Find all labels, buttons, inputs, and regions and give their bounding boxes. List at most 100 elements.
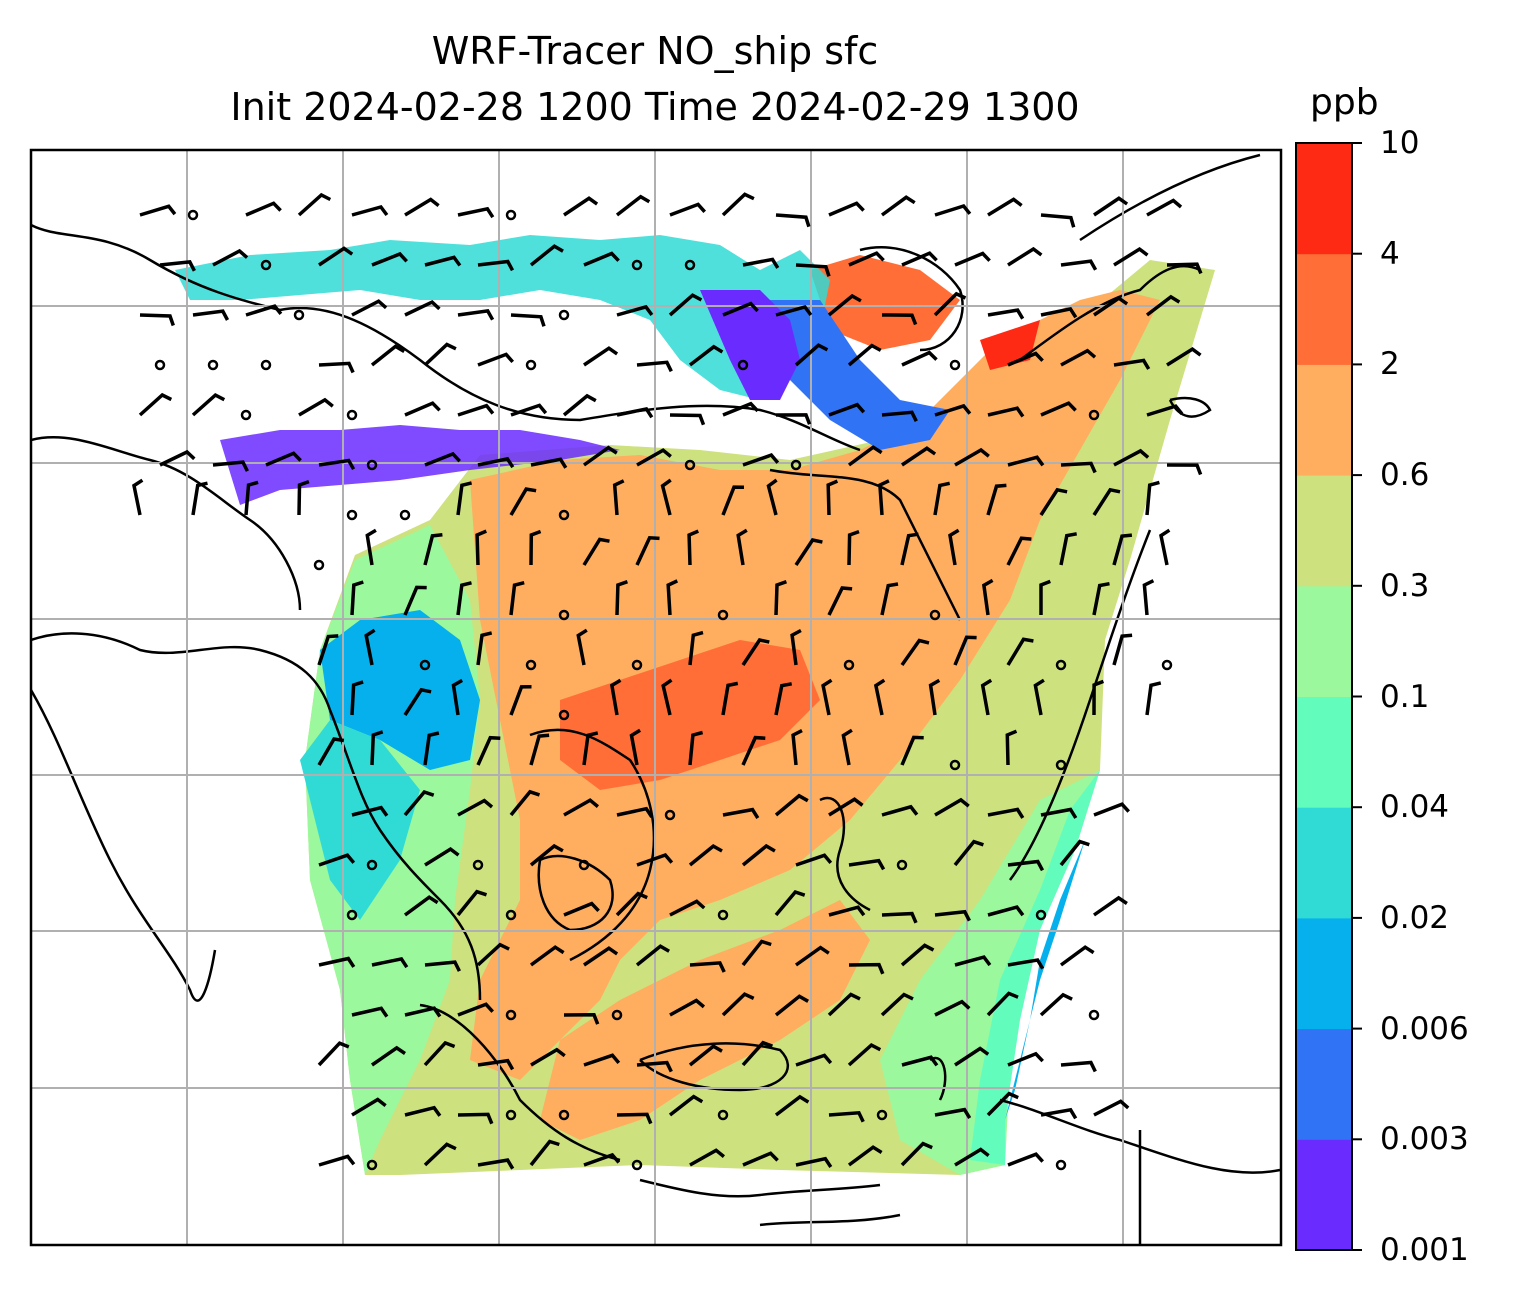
wind-barb	[457, 1112, 494, 1125]
wind-barb	[582, 537, 610, 566]
wind-barb	[668, 293, 703, 317]
wind-barb	[529, 733, 550, 766]
wind-barb	[1039, 579, 1051, 615]
wind-barb	[635, 944, 670, 967]
wind-barb	[1040, 1107, 1078, 1120]
wind-barb	[666, 579, 679, 616]
wind-barb	[827, 992, 861, 1017]
wind-barb	[1092, 679, 1105, 716]
colorbar-tick-label: 0.02	[1380, 899, 1450, 936]
wind-barb	[1112, 633, 1133, 666]
calm-wind-marker	[558, 1109, 570, 1121]
wind-barb	[265, 451, 302, 467]
wind-barb	[636, 1060, 673, 1073]
wind-barb	[1040, 401, 1077, 417]
wind-barb	[424, 960, 461, 972]
wind-barb	[138, 392, 173, 417]
wind-barb	[476, 735, 501, 766]
wind-barb	[563, 901, 600, 917]
wind-barb	[795, 853, 833, 867]
wind-barb	[766, 478, 778, 516]
wind-barb	[404, 197, 440, 217]
wind-barb	[477, 1158, 515, 1170]
wind-barb	[1040, 807, 1078, 819]
wind-barb	[245, 201, 282, 217]
calm-wind-marker	[154, 359, 166, 371]
wind-barb	[583, 1053, 621, 1067]
calm-wind-marker	[684, 259, 696, 271]
calm-wind-marker	[717, 609, 729, 621]
colorbar-tick-label: 0.1	[1380, 678, 1430, 715]
wind-barb	[609, 678, 622, 716]
wind-barb	[688, 1044, 723, 1067]
wind-barb	[510, 313, 546, 327]
wind-barb	[1145, 294, 1181, 317]
wind-barb	[583, 251, 620, 267]
wind-barb	[423, 1040, 456, 1067]
wind-barb	[423, 342, 457, 367]
wind-barb	[318, 458, 356, 471]
wind-barb	[1007, 455, 1045, 467]
wind-barb	[475, 529, 487, 566]
wind-barb	[562, 393, 597, 417]
tracer-zone-blue-west	[320, 610, 480, 770]
wind-barb	[790, 628, 802, 666]
colorbar-segment	[1296, 1028, 1352, 1140]
wind-barb	[582, 731, 599, 766]
wind-barb	[317, 634, 339, 666]
wind-barb	[934, 909, 971, 922]
wind-barb	[1039, 992, 1073, 1017]
wind-barb	[457, 1002, 494, 1017]
calm-wind-marker	[1088, 1009, 1100, 1021]
tracer-zone-cyan-west	[300, 720, 420, 920]
wind-barb	[826, 479, 839, 516]
wind-barb	[1040, 306, 1078, 319]
wind-barb	[934, 203, 972, 217]
wind-barb	[404, 1105, 442, 1117]
wind-barb	[847, 343, 882, 367]
wind-barb	[1166, 463, 1203, 476]
tracer-zone-0.6-2-south	[540, 900, 870, 1140]
wind-barb	[476, 942, 510, 967]
wind-barb	[736, 528, 748, 566]
wind-barb	[774, 1094, 810, 1117]
wind-barb	[1145, 681, 1162, 716]
wind-barb	[1006, 536, 1032, 566]
colorbar-tick-label: 0.001	[1380, 1232, 1469, 1268]
wind-barb	[191, 392, 226, 417]
calm-wind-marker	[737, 359, 749, 371]
colorbar-tick-label: 0.04	[1380, 789, 1450, 826]
wind-barb	[954, 955, 992, 967]
wind-barb	[661, 678, 673, 716]
wind-barb	[953, 839, 984, 867]
calm-wind-marker	[717, 1109, 729, 1121]
calm-wind-marker	[313, 559, 325, 571]
wind-barb	[582, 445, 618, 467]
wind-barb	[1093, 296, 1129, 317]
wind-barb	[635, 535, 660, 566]
tracer-zone-0.006-0.02	[1005, 840, 1085, 1120]
wind-barb	[371, 956, 409, 969]
wind-barb	[370, 730, 384, 766]
calm-wind-marker	[578, 859, 590, 871]
tracer-zone-0.1-0.3-east	[880, 770, 1100, 1175]
wind-barb	[986, 483, 1007, 516]
wind-barb	[987, 406, 1025, 418]
wind-barb	[365, 528, 377, 566]
wind-barb	[721, 485, 745, 516]
wind-barb	[424, 451, 461, 467]
calm-wind-marker	[260, 359, 272, 371]
calm-wind-marker	[505, 209, 517, 221]
tracer-zone-low-north-1	[175, 235, 830, 400]
wind-barb	[476, 631, 493, 666]
wind-barb	[317, 1041, 350, 1067]
wind-barb	[934, 403, 972, 417]
wind-barb	[847, 529, 860, 566]
wind-barb	[509, 487, 537, 516]
wind-barb	[689, 1148, 725, 1167]
wind-barb	[636, 852, 674, 867]
wind-barb	[933, 481, 951, 516]
calm-wind-marker	[949, 759, 961, 771]
calm-wind-marker	[207, 359, 219, 371]
calm-wind-marker	[346, 409, 358, 421]
